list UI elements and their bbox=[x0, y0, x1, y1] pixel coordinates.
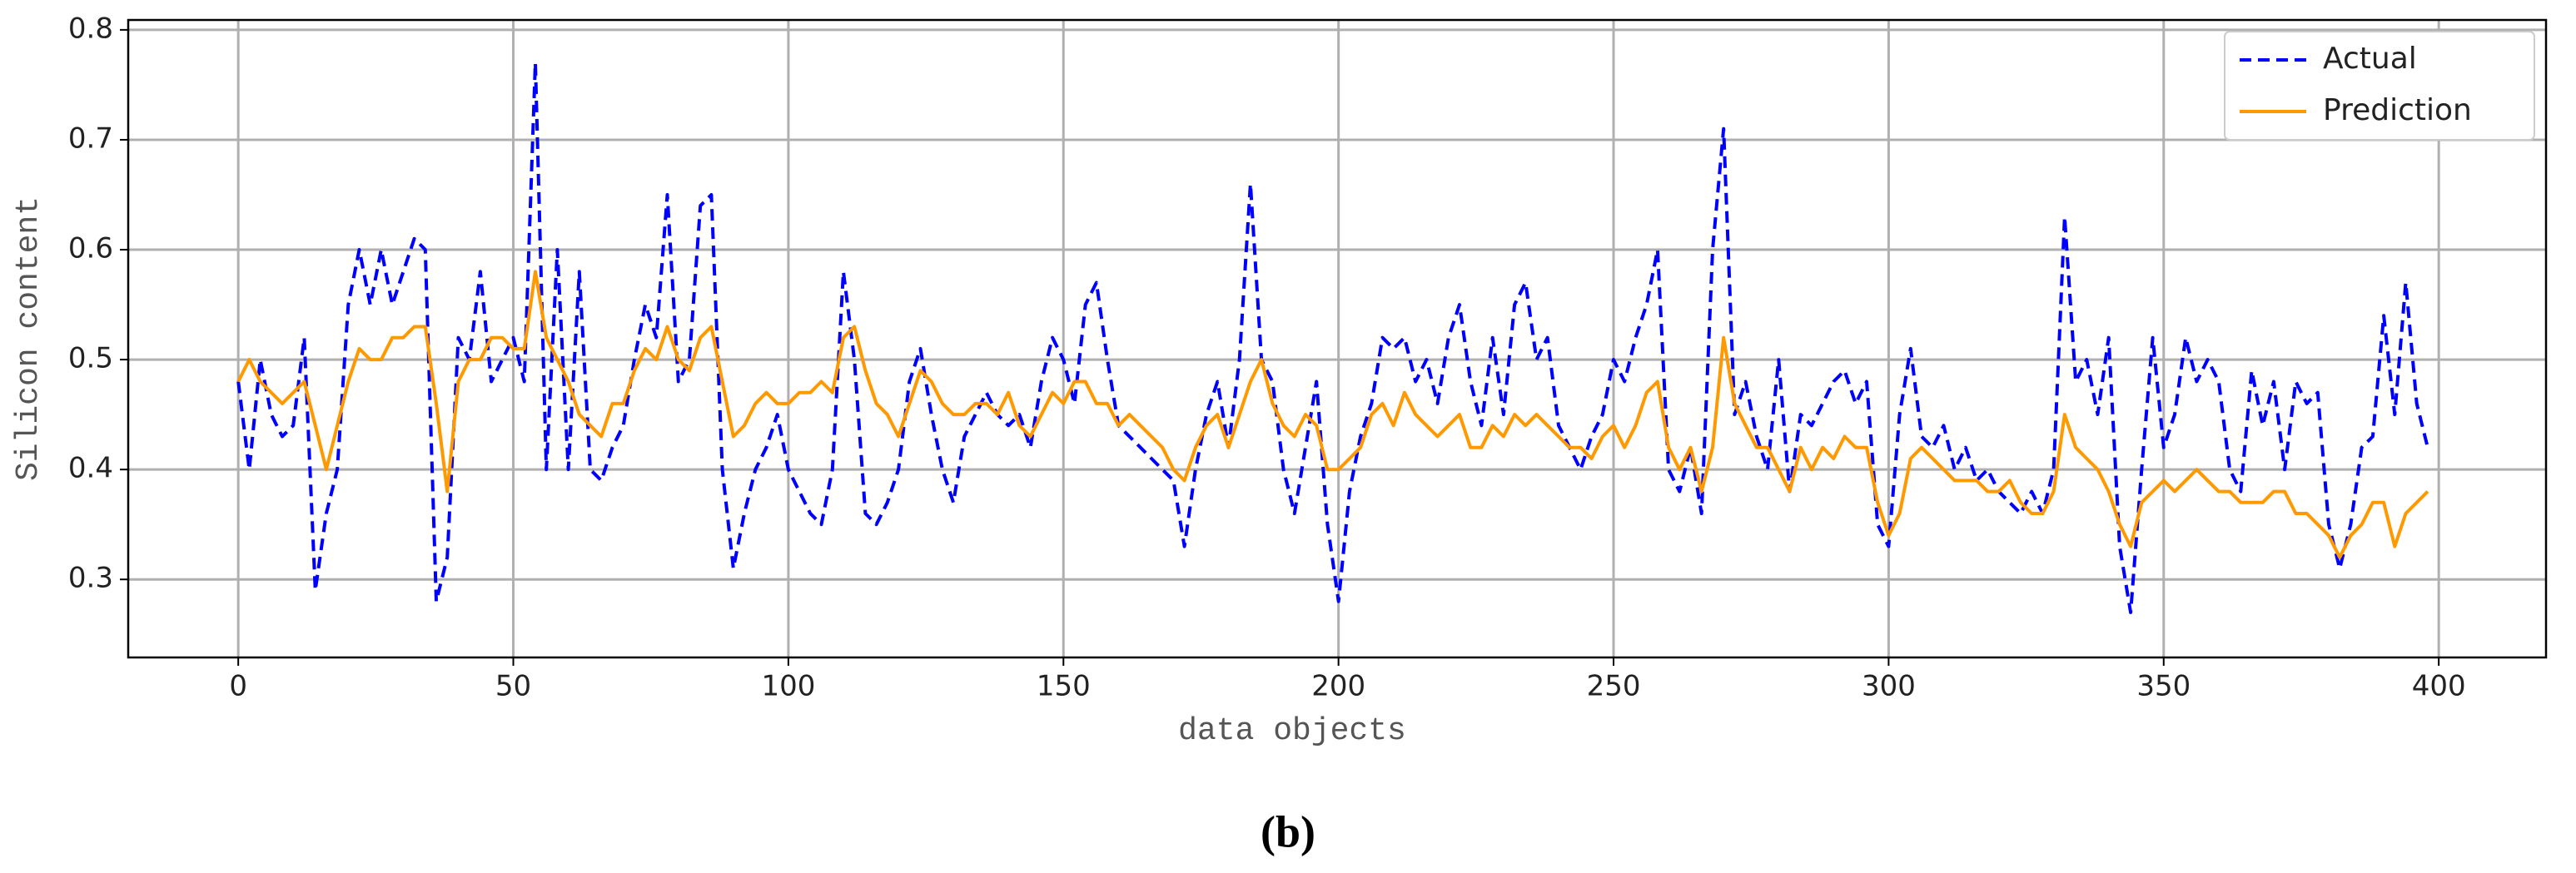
caption: (b) bbox=[1261, 806, 1315, 856]
x-tick-label: 0 bbox=[229, 670, 247, 703]
y-tick-label: 0.4 bbox=[68, 452, 113, 485]
x-tick-label: 250 bbox=[1587, 670, 1641, 703]
data-line bbox=[236, 61, 2429, 614]
x-tick-label: 400 bbox=[2412, 670, 2466, 703]
x-tick-label: 150 bbox=[1037, 670, 1091, 703]
data-line bbox=[236, 270, 2429, 559]
legend-label: Actual bbox=[2323, 42, 2417, 76]
x-axis-label: data objects bbox=[1178, 713, 1406, 749]
x-tick-label: 300 bbox=[1862, 670, 1916, 703]
x-tick-label: 200 bbox=[1311, 670, 1365, 703]
x-tick-label: 50 bbox=[495, 670, 531, 703]
x-tick-label: 350 bbox=[2136, 670, 2191, 703]
y-tick-label: 0.5 bbox=[68, 342, 113, 375]
y-tick-label: 0.6 bbox=[68, 232, 113, 265]
y-tick-label: 0.3 bbox=[68, 562, 113, 595]
plot-frame bbox=[127, 18, 2548, 659]
x-tick-label: 100 bbox=[761, 670, 815, 703]
plot-background bbox=[128, 20, 2546, 657]
y-axis-label: Silicon content bbox=[11, 196, 47, 481]
y-tick-label: 0.8 bbox=[68, 12, 113, 45]
legend-label: Prediction bbox=[2323, 93, 2472, 127]
y-tick-label: 0.7 bbox=[68, 122, 113, 155]
